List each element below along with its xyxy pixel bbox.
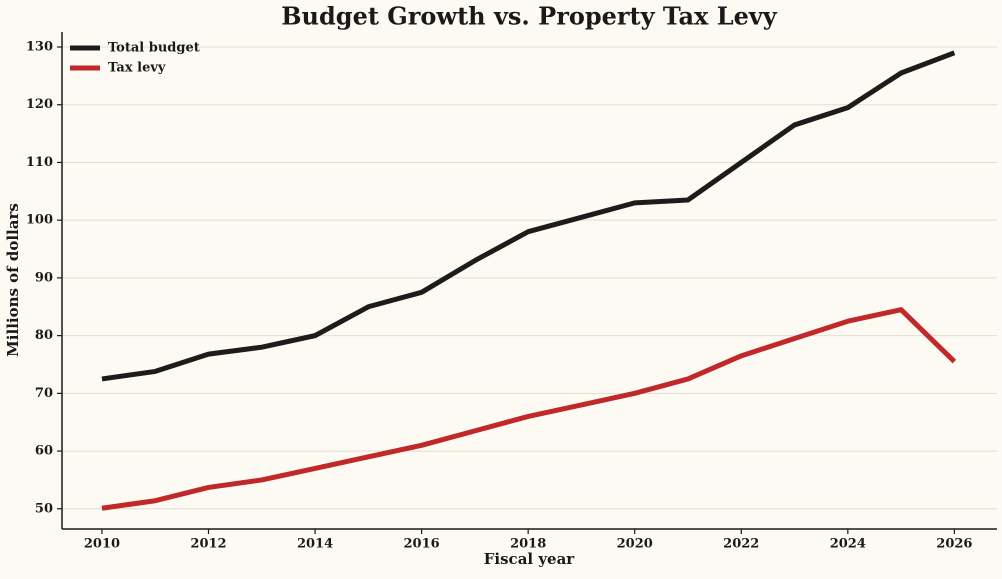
x-tick-label: 2022 — [723, 537, 759, 552]
legend-label: Tax levy — [108, 61, 166, 76]
y-tick-label: 110 — [26, 155, 53, 170]
y-tick-label: 90 — [35, 270, 53, 285]
y-axis-label: Millions of dollars — [4, 203, 22, 357]
x-tick-label: 2024 — [830, 537, 866, 552]
x-tick-label: 2018 — [510, 537, 546, 552]
y-tick-label: 60 — [35, 444, 53, 459]
x-tick-label: 2016 — [404, 537, 440, 552]
line-series — [101, 307, 957, 511]
legend-label: Total budget — [108, 41, 200, 56]
chart-title: Budget Growth vs. Property Tax Levy — [281, 2, 778, 31]
y-tick-label: 130 — [26, 40, 53, 55]
line-series — [101, 50, 956, 382]
y-tick-label: 100 — [26, 213, 53, 228]
x-tick-label: 2010 — [84, 537, 120, 552]
y-tick-label: 50 — [35, 501, 53, 516]
y-tick-label: 70 — [35, 386, 53, 401]
x-tick-label: 2026 — [936, 537, 972, 552]
y-tick-label: 120 — [26, 97, 53, 112]
y-tick-label: 80 — [35, 328, 53, 343]
x-tick-label: 2012 — [190, 537, 226, 552]
x-tick-label: 2014 — [297, 537, 333, 552]
x-axis-label: Fiscal year — [484, 550, 576, 568]
x-tick-label: 2020 — [617, 537, 653, 552]
